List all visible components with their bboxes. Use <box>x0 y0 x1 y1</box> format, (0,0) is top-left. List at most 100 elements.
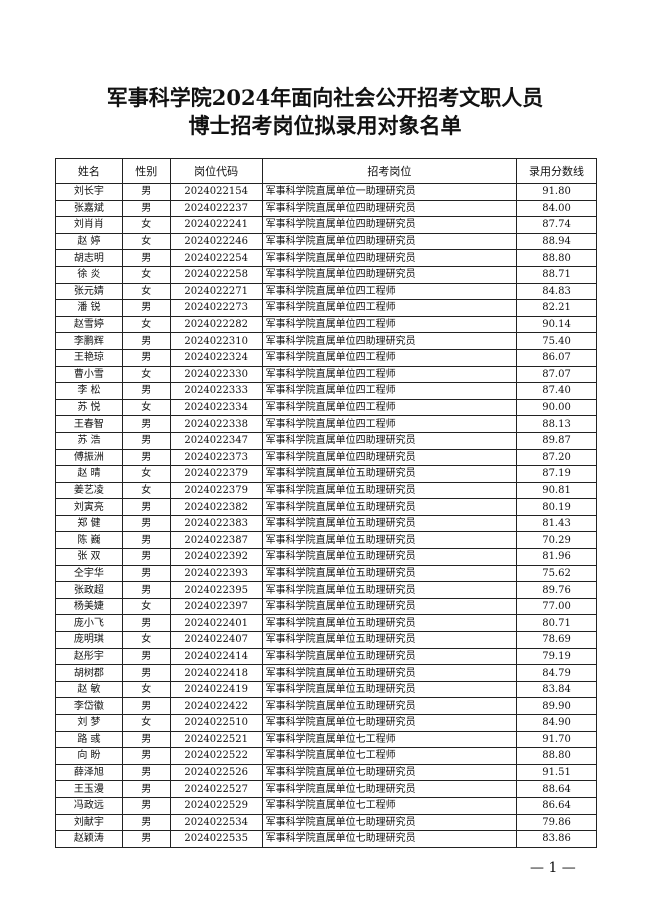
table-cell: 79.19 <box>516 647 597 666</box>
table-cell: 2024022392 <box>169 548 263 566</box>
table-cell: 路 彧 <box>55 730 123 749</box>
table-cell: 军事科学院直属单位七助理研究员 <box>261 780 518 798</box>
table-cell: 84.83 <box>516 282 597 301</box>
table-row: 陈 巍男 2024022387 军事科学院直属单位五助理研究员 70.29 <box>55 531 597 550</box>
table-cell: 军事科学院直属单位五助理研究员 <box>261 697 518 715</box>
table-cell: 2024022383 <box>169 514 263 533</box>
table-cell: 军事科学院直属单位四工程师 <box>261 282 518 301</box>
table-cell: 2024022527 <box>169 780 263 798</box>
table-cell: 80.71 <box>516 614 597 633</box>
table-cell: 军事科学院直属单位四助理研究员 <box>261 265 518 284</box>
table-cell: 张政超 <box>55 581 123 599</box>
table-cell: 2024022324 <box>169 348 263 367</box>
table-cell: 81.96 <box>516 548 597 566</box>
table-cell: 赵颖涛 <box>55 830 123 848</box>
table-cell: 男 <box>121 697 171 715</box>
table-cell: 军事科学院直属单位四助理研究员 <box>261 332 518 350</box>
table-cell: 2024022422 <box>169 697 263 715</box>
table-cell: 77.00 <box>516 597 597 616</box>
table-cell: 赵 敏 <box>55 680 123 699</box>
table-row: 李鹏辉男 2024022310 军事科学院直属单位四助理研究员 75.40 <box>55 332 597 350</box>
table-cell: 男 <box>121 664 171 682</box>
table-cell: 女 <box>121 597 171 616</box>
table-cell: 军事科学院直属单位四助理研究员 <box>261 448 518 467</box>
table-cell: 女 <box>121 265 171 284</box>
table-cell: 刘寅亮 <box>55 498 123 516</box>
table-cell: 军事科学院直属单位七工程师 <box>261 796 518 815</box>
table-row: 张嘉斌男 2024022237 军事科学院直属单位四助理研究员 84.00 <box>55 199 597 218</box>
table-cell: 男 <box>121 763 171 782</box>
table-cell: 薛泽旭 <box>55 763 123 782</box>
table-cell: 2024022333 <box>169 382 263 400</box>
table-cell: 女 <box>121 232 171 251</box>
table-cell: 男 <box>121 299 171 317</box>
table-row: 赵 晴女 2024022379 军事科学院直属单位五助理研究员 87.19 <box>55 465 597 483</box>
table-cell: 2024022154 <box>169 183 263 201</box>
table-cell: 2024022419 <box>169 680 263 699</box>
table-row: 胡树郡男 2024022418 军事科学院直属单位五助理研究员 84.79 <box>55 664 597 682</box>
table-cell: 90.81 <box>516 481 597 500</box>
table-cell: 军事科学院直属单位四助理研究员 <box>261 199 518 218</box>
table-cell: 女 <box>121 481 171 500</box>
table-cell: 2024022347 <box>169 431 263 450</box>
table-cell: 军事科学院直属单位五助理研究员 <box>261 564 518 583</box>
table-cell: 2024022510 <box>169 714 263 732</box>
table-cell: 军事科学院直属单位五助理研究员 <box>261 498 518 516</box>
table-cell: 徐 炎 <box>55 265 123 284</box>
table-cell: 男 <box>121 249 171 267</box>
table-cell: 88.13 <box>516 415 597 433</box>
table-cell: 2024022414 <box>169 647 263 666</box>
table-row: 刘寅亮男 2024022382 军事科学院直属单位五助理研究员 80.19 <box>55 498 597 516</box>
table-cell: 70.29 <box>516 531 597 550</box>
table-row: 薛泽旭男 2024022526 军事科学院直属单位七助理研究员 91.51 <box>55 763 597 782</box>
table-cell: 82.21 <box>516 299 597 317</box>
table-cell: 87.07 <box>516 365 597 384</box>
table-cell: 87.40 <box>516 382 597 400</box>
column-header: 招考岗位 <box>261 158 518 184</box>
table-cell: 军事科学院直属单位五助理研究员 <box>261 680 518 699</box>
table-row: 赵 敏女 2024022419 军事科学院直属单位五助理研究员 83.84 <box>55 680 597 699</box>
table-cell: 赵 婷 <box>55 232 123 251</box>
table-cell: 2024022330 <box>169 365 263 384</box>
table-cell: 2024022522 <box>169 747 263 765</box>
table-cell: 2024022534 <box>169 813 263 832</box>
table-cell: 军事科学院直属单位五助理研究员 <box>261 548 518 566</box>
table-cell: 军事科学院直属单位四工程师 <box>261 348 518 367</box>
table-row: 姜艺凌女 2024022379 军事科学院直属单位五助理研究员 90.81 <box>55 481 597 500</box>
table-cell: 89.76 <box>516 581 597 599</box>
table-cell: 赵 晴 <box>55 465 123 483</box>
table-cell: 83.86 <box>516 830 597 848</box>
table-cell: 89.90 <box>516 697 597 715</box>
table-row: 赵彤宇男 2024022414 军事科学院直属单位五助理研究员 79.19 <box>55 647 597 666</box>
table-cell: 军事科学院直属单位四工程师 <box>261 315 518 334</box>
table-cell: 男 <box>121 548 171 566</box>
table-cell: 男 <box>121 415 171 433</box>
table-cell: 2024022254 <box>169 249 263 267</box>
table-cell: 2024022521 <box>169 730 263 749</box>
table-cell: 女 <box>121 714 171 732</box>
table-cell: 军事科学院直属单位五助理研究员 <box>261 531 518 550</box>
table-cell: 女 <box>121 680 171 699</box>
table-cell: 87.19 <box>516 465 597 483</box>
table: 姓名 性别 岗位代码 招考岗位 录用分数线 刘长宇男 2024022154 军事科学院直属单… <box>55 158 597 848</box>
table-cell: 女 <box>121 216 171 234</box>
table-cell: 88.80 <box>516 249 597 267</box>
table-cell: 军事科学院直属单位四工程师 <box>261 382 518 400</box>
table-cell: 男 <box>121 332 171 350</box>
table-cell: 军事科学院直属单位四工程师 <box>261 415 518 433</box>
table-cell: 王艳琼 <box>55 348 123 367</box>
table-cell: 88.94 <box>516 232 597 251</box>
table-cell: 男 <box>121 747 171 765</box>
table-cell: 军事科学院直属单位四助理研究员 <box>261 249 518 267</box>
table-cell: 男 <box>121 498 171 516</box>
table-cell: 胡树郡 <box>55 664 123 682</box>
table-cell: 75.40 <box>516 332 597 350</box>
table-cell: 向 盼 <box>55 747 123 765</box>
table-cell: 军事科学院直属单位四助理研究员 <box>261 232 518 251</box>
table-cell: 2024022310 <box>169 332 263 350</box>
table-cell: 男 <box>121 199 171 218</box>
table-cell: 83.84 <box>516 680 597 699</box>
table-cell: 2024022529 <box>169 796 263 815</box>
table-cell: 2024022379 <box>169 465 263 483</box>
table-cell: 90.00 <box>516 398 597 417</box>
